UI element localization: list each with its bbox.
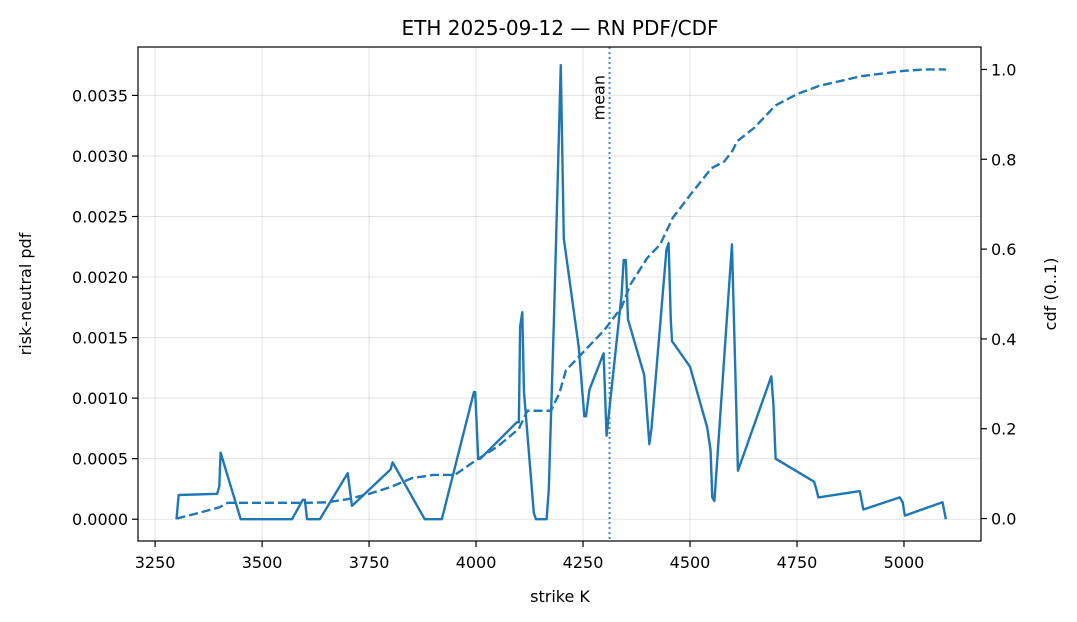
y-tick-label: 0.0020 [72, 268, 128, 287]
y-tick-label: 0.0035 [72, 86, 128, 105]
x-axis-ticks: 3250 3500 3750 4000 4250 4500 4750 5000 [135, 541, 925, 572]
y2-tick-label: 0.0 [991, 510, 1016, 529]
x-tick-label: 5000 [884, 553, 925, 572]
grid [138, 47, 981, 541]
x-axis-label: strike K [530, 587, 590, 606]
y2-tick-label: 0.4 [991, 330, 1016, 349]
series-layer [175, 63, 948, 521]
y-axis-label: risk-neutral pdf [16, 232, 35, 355]
y-tick-label: 0.0015 [72, 329, 128, 348]
y2-tick-label: 1.0 [991, 60, 1016, 79]
x-tick-label: 4750 [777, 553, 818, 572]
x-tick-label: 3500 [242, 553, 283, 572]
x-tick-label: 3750 [349, 553, 390, 572]
y-tick-label: 0.0025 [72, 208, 128, 227]
y2-tick-label: 0.8 [991, 150, 1016, 169]
y2-tick-label: 0.6 [991, 240, 1016, 259]
y2-tick-label: 0.2 [991, 420, 1016, 439]
plot-frame [137, 46, 982, 542]
x-tick-label: 3250 [135, 553, 176, 572]
x-tick-label: 4500 [670, 553, 711, 572]
chart-title: ETH 2025-09-12 — RN PDF/CDF [402, 16, 719, 40]
y-axis-ticks: 0.0000 0.0005 0.0010 0.0015 0.0020 0.0025 0.00… [72, 86, 138, 529]
y-tick-label: 0.0030 [72, 147, 128, 166]
mean-label: mean [590, 75, 609, 120]
y-tick-label: 0.0005 [72, 450, 128, 469]
x-tick-label: 4000 [456, 553, 497, 572]
cdf-series-line [176, 68, 946, 520]
y2-axis-ticks: 0.0 0.2 0.4 0.6 0.8 1.0 [981, 60, 1016, 529]
mean-line-group: mean [590, 47, 611, 541]
y-tick-label: 0.0000 [72, 510, 128, 529]
y-tick-label: 0.0010 [72, 389, 128, 408]
x-tick-label: 4250 [563, 553, 604, 572]
pdf-series-line [175, 63, 948, 521]
y2-axis-label: cdf (0..1) [1041, 258, 1060, 331]
